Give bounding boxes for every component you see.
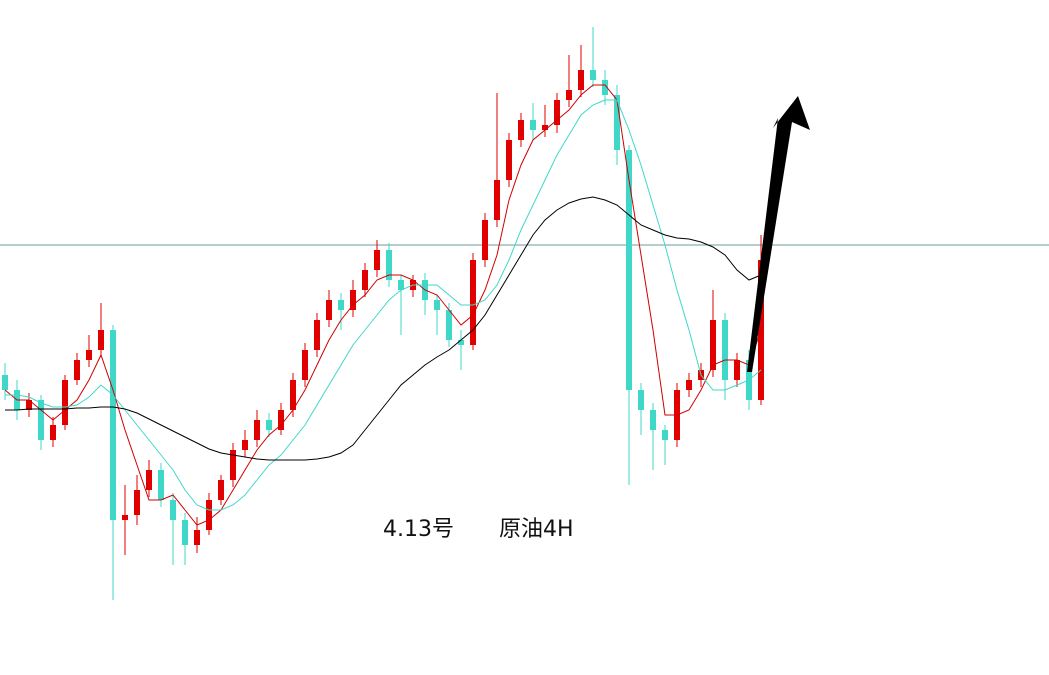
candle-body <box>278 410 284 430</box>
candle-body <box>470 260 476 345</box>
candle-body <box>590 70 596 80</box>
candle-body <box>74 360 80 380</box>
candle-body <box>158 470 164 500</box>
candle-body <box>146 470 152 490</box>
candle-body <box>518 120 524 140</box>
candle-body <box>266 420 272 430</box>
candle-body <box>326 300 332 320</box>
candle-body <box>2 375 8 390</box>
candle-body <box>38 400 44 440</box>
plot-area <box>0 27 1049 600</box>
candle-body <box>506 140 512 180</box>
candle-body <box>302 350 308 380</box>
candle-body <box>446 310 452 340</box>
candle-body <box>494 180 500 220</box>
candle-body <box>98 330 104 350</box>
candle-body <box>398 280 404 290</box>
candle-body <box>218 480 224 500</box>
candle-body <box>482 220 488 260</box>
candle-body <box>242 440 248 450</box>
candle-body <box>26 400 32 410</box>
candle-body <box>254 420 260 440</box>
candle-body <box>350 290 356 310</box>
candle-body <box>338 300 344 310</box>
candle-body <box>374 250 380 270</box>
candle-body <box>86 350 92 360</box>
candle-body <box>434 300 440 310</box>
candle-body <box>182 520 188 545</box>
candle-body <box>554 100 560 125</box>
candle-body <box>170 500 176 520</box>
candle-body <box>122 515 128 520</box>
moving-average-line <box>5 196 762 461</box>
candle-body <box>230 450 236 480</box>
candle-body <box>314 320 320 350</box>
candle-body <box>542 125 548 130</box>
candle-body <box>290 380 296 410</box>
candle-body <box>734 360 740 380</box>
candle-body <box>530 120 536 130</box>
candle-body <box>662 430 668 440</box>
candle-body <box>134 490 140 515</box>
symbol-label: 原油4H <box>499 517 574 542</box>
arrow <box>747 96 810 372</box>
candle-body <box>722 320 728 380</box>
candle-body <box>62 380 68 425</box>
candle-body <box>458 340 464 345</box>
candle-body <box>362 270 368 290</box>
candle-body <box>710 320 716 370</box>
candle-body <box>50 425 56 440</box>
candle-body <box>650 410 656 430</box>
candle-body <box>110 330 116 520</box>
moving-average-line <box>4 84 762 526</box>
candle-body <box>566 90 572 100</box>
candle-body <box>194 530 200 545</box>
candle-body <box>686 380 692 390</box>
date-label: 4.13号 <box>383 517 454 542</box>
candle-body <box>602 80 608 95</box>
candle-body <box>206 500 212 530</box>
candle-body <box>386 250 392 280</box>
candle-body <box>638 390 644 410</box>
candle-body <box>614 95 620 150</box>
moving-average-line <box>5 99 762 511</box>
candle-body <box>578 70 584 90</box>
candle-body <box>626 150 632 390</box>
